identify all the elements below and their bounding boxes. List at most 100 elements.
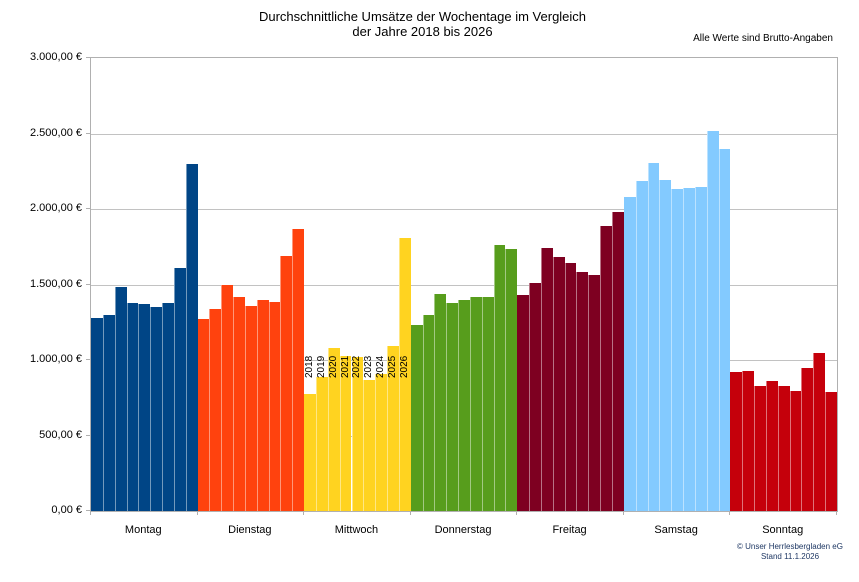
bar-sonntag-2023	[789, 390, 802, 511]
bar-donnerstag-2021	[446, 302, 459, 511]
x-axis-tick	[90, 511, 91, 515]
bar-samstag-2026	[718, 148, 731, 511]
footer-copyright: © Unser Herrlesbergladen eG	[737, 542, 843, 551]
y-axis-label: 2.000,00 €	[30, 202, 82, 214]
brutto-note: Alle Werte sind Brutto-Angaben	[693, 33, 833, 44]
weekday-label-sonntag: Sonntag	[762, 524, 804, 536]
gridline	[91, 284, 837, 286]
y-axis-tick	[86, 283, 90, 285]
bar-dienstag-2023	[256, 299, 269, 511]
bar-dienstag-2024	[268, 301, 281, 511]
y-axis-label: 500,00 €	[39, 428, 82, 441]
bar-sonntag-2019	[742, 370, 755, 511]
x-axis-tick	[836, 511, 837, 515]
bar-mittwoch-2020	[327, 347, 340, 511]
bar-montag-2023	[150, 307, 163, 511]
y-axis-label: 1.500,00 €	[30, 277, 82, 290]
bar-sonntag-2025	[813, 353, 826, 511]
bar-mittwoch-2018	[304, 393, 316, 511]
chart-title-line1: Durchschnittliche Umsätze der Wochentage…	[258, 9, 587, 24]
bar-freitag-2026	[612, 212, 624, 511]
chart-title: Durchschnittliche Umsätze der Wochentage…	[0, 9, 845, 39]
bar-freitag-2018	[517, 295, 530, 511]
bar-samstag-2025	[706, 131, 719, 511]
bar-mittwoch-2022	[351, 356, 364, 511]
weekday-label-montag: Montag	[124, 524, 162, 536]
bar-montag-2018	[91, 317, 103, 511]
bar-donnerstag-2025	[493, 245, 506, 511]
x-axis-tick	[516, 511, 518, 515]
y-axis-label: 3.000,00 €	[30, 51, 82, 63]
y-axis-label: 2.500,00 €	[30, 126, 82, 139]
y-axis-tick	[86, 359, 90, 360]
bar-mittwoch-2019	[315, 377, 328, 511]
bar-dienstag-2021	[233, 296, 245, 511]
bar-montag-2020	[114, 286, 127, 511]
bar-montag-2024	[162, 303, 174, 511]
bar-samstag-2024	[694, 187, 707, 511]
y-axis-tick	[86, 57, 90, 58]
bar-mittwoch-2025	[387, 345, 399, 511]
chart-footer: © Unser Herrlesbergladen eG Stand 11.1.2…	[732, 542, 848, 562]
bar-freitag-2024	[588, 274, 601, 511]
x-axis-tick	[409, 511, 411, 515]
bar-dienstag-2019	[209, 308, 222, 511]
bar-donnerstag-2022	[458, 300, 470, 511]
x-axis-tick	[303, 511, 305, 515]
x-axis-tick	[196, 511, 198, 515]
bar-samstag-2021	[659, 179, 672, 511]
bar-donnerstag-2026	[505, 249, 518, 511]
bar-freitag-2023	[576, 271, 589, 511]
y-axis-tick	[86, 510, 90, 511]
bar-freitag-2021	[552, 257, 565, 511]
bar-donnerstag-2018	[410, 325, 423, 511]
bar-sonntag-2022	[777, 385, 790, 511]
bar-donnerstag-2024	[481, 296, 494, 511]
bar-sonntag-2018	[730, 372, 743, 511]
y-axis-label: 1.000,00 €	[30, 353, 82, 365]
bar-dienstag-2020	[221, 284, 234, 511]
y-axis-tick	[86, 208, 90, 209]
gridline	[91, 133, 837, 135]
bar-dienstag-2026	[292, 228, 305, 511]
bar-samstag-2023	[683, 187, 695, 511]
bar-sonntag-2021	[765, 381, 778, 511]
weekday-label-dienstag: Dienstag	[228, 524, 272, 536]
weekday-label-donnerstag: Donnerstag	[434, 524, 492, 536]
bar-sonntag-2020	[754, 385, 766, 511]
bar-freitag-2025	[600, 225, 612, 511]
footer-stand: Stand 11.1.2026	[760, 552, 820, 561]
bar-donnerstag-2019	[422, 315, 435, 511]
bar-samstag-2019	[635, 181, 648, 511]
bar-mittwoch-2024	[375, 374, 388, 511]
bar-mittwoch-2021	[339, 356, 352, 511]
weekday-label-mittwoch: Mittwoch	[334, 524, 379, 536]
chart-title-line2: der Jahre 2018 bis 2026	[352, 24, 493, 39]
bar-freitag-2019	[529, 283, 541, 511]
bar-montag-2025	[173, 267, 186, 511]
y-axis-tick	[86, 434, 90, 436]
bar-samstag-2020	[647, 162, 660, 511]
y-axis-tick	[86, 132, 90, 134]
x-axis-tick	[729, 511, 731, 515]
bar-montag-2021	[126, 303, 139, 511]
y-axis-label: 0,00 €	[51, 504, 82, 516]
bar-sonntag-2026	[825, 391, 837, 511]
bar-samstag-2022	[671, 189, 684, 511]
bar-donnerstag-2020	[434, 294, 447, 511]
bar-dienstag-2018	[197, 319, 210, 511]
bar-montag-2026	[185, 163, 198, 511]
bar-mittwoch-2026	[398, 237, 411, 511]
bar-mittwoch-2023	[363, 379, 376, 511]
bar-dienstag-2022	[244, 305, 257, 511]
bar-samstag-2018	[623, 196, 636, 511]
bar-sonntag-2024	[801, 367, 814, 511]
bar-dienstag-2025	[280, 255, 293, 511]
bar-freitag-2022	[564, 263, 577, 511]
year-label-2026: 2026	[398, 355, 410, 378]
plot-area: 2018 2019 2020 2021 2022 2023 2024 2025 2026	[90, 57, 838, 512]
bar-freitag-2020	[540, 248, 553, 511]
bar-montag-2022	[138, 304, 151, 511]
bar-donnerstag-2023	[469, 297, 482, 511]
